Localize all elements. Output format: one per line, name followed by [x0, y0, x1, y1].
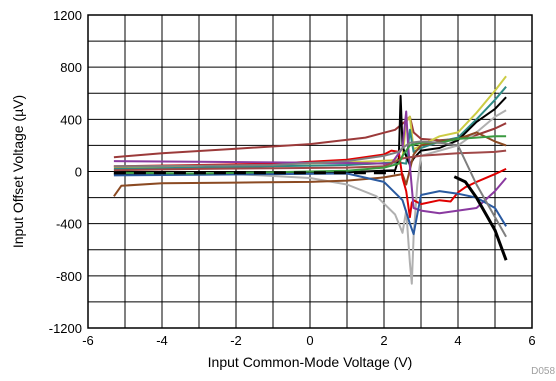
y-tick-label: 1200	[53, 8, 82, 23]
x-axis-label: Input Common-Mode Voltage (V)	[208, 354, 413, 370]
x-tick-label: 2	[380, 333, 387, 348]
series-line-10	[113, 149, 507, 172]
y-tick-label: -400	[56, 217, 82, 232]
y-tick-label: -800	[56, 269, 82, 284]
x-tick-label: 4	[454, 333, 461, 348]
y-tick-label: 800	[60, 60, 82, 75]
y-tick-label: 400	[60, 112, 82, 127]
x-tick-label: 0	[306, 333, 313, 348]
grid	[88, 15, 532, 328]
series-line-3	[113, 86, 507, 170]
figure-id: D058	[531, 366, 555, 377]
series-line-6	[113, 131, 507, 197]
x-tick-label: -4	[156, 333, 168, 348]
x-tick-label: -6	[82, 333, 94, 348]
x-tick-label: -2	[230, 333, 242, 348]
series-line-12	[113, 140, 507, 238]
y-axis-label: Input Offset Voltage (µV)	[10, 95, 26, 248]
x-tick-label: 6	[528, 333, 535, 348]
series-line-14	[453, 175, 508, 261]
tick-labels: -6 -4 -2 0 2 4 6 -1200 -800 -400 0 400 800 1200	[49, 8, 536, 348]
series-line-5	[113, 109, 507, 285]
y-tick-label: 0	[75, 165, 82, 180]
y-tick-label: -1200	[49, 321, 82, 336]
plot-frame	[87, 14, 533, 329]
series-line-8	[113, 110, 507, 215]
data-series	[113, 75, 508, 285]
series-line-7	[113, 149, 507, 219]
